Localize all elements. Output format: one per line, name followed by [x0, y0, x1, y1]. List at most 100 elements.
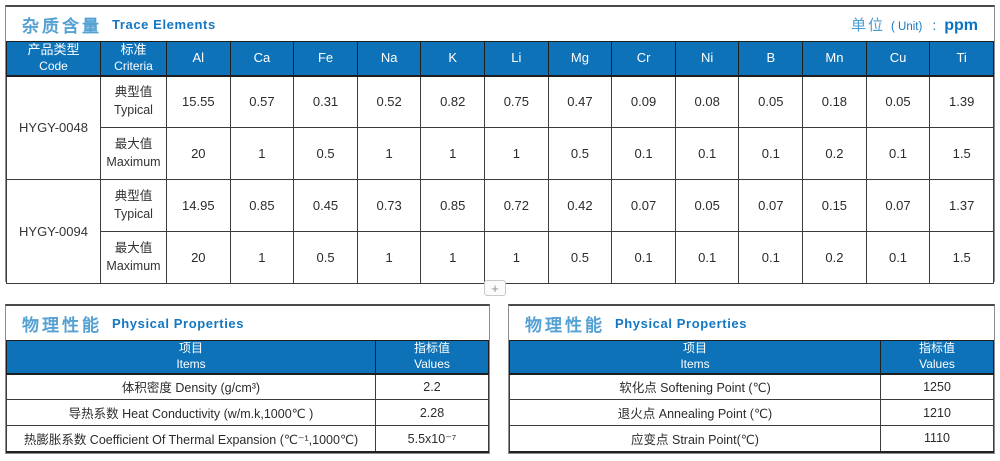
trace-value-cell: 0.09: [611, 75, 676, 128]
product-code-cell: HYGY-0048: [6, 75, 101, 180]
column-header-criteria-zh: 标准: [120, 42, 147, 58]
trace-value-cell: 0.18: [802, 75, 867, 128]
column-header-element: K: [420, 41, 486, 77]
criteria-label-en: Typical: [114, 102, 153, 117]
trace-value-cell: 0.08: [674, 75, 740, 128]
trace-value-cell: 0.07: [865, 179, 931, 232]
column-header-values: 指标值 Values: [375, 340, 489, 375]
unit-indicator: 单位 ( Unit) : ppm: [851, 14, 978, 35]
trace-value-cell: 0.85: [229, 179, 295, 232]
column-header-items-en: Items: [680, 356, 710, 371]
trace-value-cell: 1: [356, 127, 422, 180]
column-header-element: Mn: [802, 41, 867, 77]
trace-value-cell: 0.73: [356, 179, 422, 232]
physical-properties-table-right: 项目 Items 指标值 Values 软化点 Softening Point …: [509, 340, 994, 453]
trace-value-cell: 1: [229, 127, 295, 180]
column-header-element: Ti: [929, 41, 994, 77]
criteria-label-en: Maximum: [106, 154, 161, 169]
trace-value-cell: 0.5: [293, 127, 358, 180]
section-title-en: Physical Properties: [112, 315, 245, 331]
trace-value-cell: 0.05: [674, 179, 740, 232]
column-header-values-zh: 指标值: [918, 341, 955, 356]
physical-property-row: 退火点 Annealing Point (℃) 1210: [509, 399, 994, 426]
product-code-cell: HYGY-0094: [6, 179, 101, 284]
unit-label-zh: 单位: [851, 16, 886, 34]
trace-value-cell: 0.5: [547, 127, 613, 180]
trace-value-cell: 0.07: [738, 179, 804, 232]
property-value-cell: 2.2: [375, 373, 489, 400]
criteria-type-cell: 最大值 Maximum: [100, 127, 167, 180]
trace-value-cell: 15.55: [166, 75, 231, 128]
trace-value-cell: 1.5: [929, 231, 994, 284]
physical-property-row: 热膨胀系数 Coefficient Of Thermal Expansion (…: [6, 425, 489, 452]
trace-value-cell: 0.1: [611, 127, 676, 180]
column-header-code-zh: 产品类型: [27, 42, 80, 58]
column-header-element: Mg: [547, 41, 613, 77]
column-header-items: 项目 Items: [509, 340, 881, 375]
property-item-cell: 热膨胀系数 Coefficient Of Thermal Expansion (…: [6, 425, 376, 452]
property-item-cell: 退火点 Annealing Point (℃): [509, 399, 881, 426]
trace-elements-section: 杂质含量 Trace Elements 单位 ( Unit) : ppm 产品类…: [5, 5, 995, 284]
trace-value-cell: 1: [484, 231, 549, 284]
physical-properties-section-left: 物理性能 Physical Properties 项目 Items 指标值 Va…: [5, 304, 490, 454]
phys-left-title-bar: 物理性能 Physical Properties: [6, 306, 489, 340]
column-header-element: Cu: [865, 41, 931, 77]
column-header-items: 项目 Items: [6, 340, 376, 375]
trace-value-cell: 0.1: [611, 231, 676, 284]
physical-property-row: 导热系数 Heat Conductivity (w/m.k,1000℃ ) 2.2…: [6, 399, 489, 426]
trace-value-cell: 0.1: [674, 127, 740, 180]
trace-value-cell: 0.47: [547, 75, 613, 128]
criteria-label-en: Maximum: [106, 258, 161, 273]
physical-property-row: 应变点 Strain Point(℃) 1110: [509, 425, 994, 452]
column-header-criteria: 标准 Criteria: [100, 41, 167, 77]
trace-value-cell: 0.2: [802, 231, 867, 284]
column-header-values-zh: 指标值: [413, 341, 450, 356]
column-header-element: Na: [356, 41, 422, 77]
physical-properties-section-right: 物理性能 Physical Properties 项目 Items 指标值 Va…: [508, 304, 995, 454]
trace-value-cell: 1: [420, 231, 486, 284]
column-header-element: Ca: [229, 41, 295, 77]
trace-value-cell: 0.45: [293, 179, 358, 232]
criteria-label-zh: 典型值: [114, 189, 153, 203]
property-item-cell: 软化点 Softening Point (℃): [509, 373, 881, 400]
trace-value-cell: 0.15: [802, 179, 867, 232]
trace-value-cell: 0.1: [865, 127, 931, 180]
trace-value-cell: 20: [166, 231, 231, 284]
property-item-cell: 导热系数 Heat Conductivity (w/m.k,1000℃ ): [6, 399, 376, 426]
trace-table-row: 最大值 Maximum 20 1 0.5 1 1 1 0.5 0.1 0.1 0.1 0.2 0.1 1.5: [7, 127, 994, 180]
trace-value-cell: 1.5: [929, 127, 994, 180]
criteria-type-cell: 典型值 Typical: [100, 179, 167, 232]
unit-colon: :: [932, 16, 937, 33]
section-title-zh: 杂质含量: [22, 16, 102, 36]
criteria-type-cell: 最大值 Maximum: [100, 231, 167, 284]
trace-value-cell: 0.1: [674, 231, 740, 284]
column-header-element: Li: [484, 41, 549, 77]
expand-button[interactable]: +: [484, 280, 506, 296]
phys-header-row: 项目 Items 指标值 Values: [509, 340, 994, 375]
column-header-items-zh: 项目: [682, 341, 707, 356]
column-header-element: B: [738, 41, 804, 77]
property-value-cell: 5.5x10⁻⁷: [375, 425, 489, 452]
column-header-values-en: Values: [414, 356, 450, 371]
criteria-type-cell: 典型值 Typical: [100, 75, 167, 128]
trace-table-row: HYGY-0048 典型值 Typical 15.55 0.57 0.31 0.52 0.82…: [6, 75, 994, 180]
section-title-zh: 物理性能: [525, 315, 605, 335]
column-header-values: 指标值 Values: [880, 340, 994, 375]
trace-value-cell: 0.5: [293, 231, 358, 284]
column-header-values-en: Values: [919, 356, 955, 371]
trace-value-cell: 1.37: [929, 179, 994, 232]
trace-value-cell: 0.52: [356, 75, 422, 128]
column-header-element: Ni: [674, 41, 740, 77]
property-item-cell: 体积密度 Density (g/cm³): [6, 373, 376, 400]
trace-value-cell: 0.5: [547, 231, 613, 284]
column-header-items-zh: 项目: [178, 341, 203, 356]
trace-value-cell: 1.39: [929, 75, 994, 128]
physical-property-row: 体积密度 Density (g/cm³) 2.2: [6, 373, 489, 400]
trace-value-cell: 0.05: [865, 75, 931, 128]
property-value-cell: 2.28: [375, 399, 489, 426]
phys-right-title-bar: 物理性能 Physical Properties: [509, 306, 994, 340]
column-header-element: Fe: [293, 41, 358, 77]
trace-section-title-bar: 杂质含量 Trace Elements 单位 ( Unit) : ppm: [6, 7, 994, 41]
plus-icon: +: [491, 280, 499, 296]
trace-value-cell: 1: [356, 231, 422, 284]
